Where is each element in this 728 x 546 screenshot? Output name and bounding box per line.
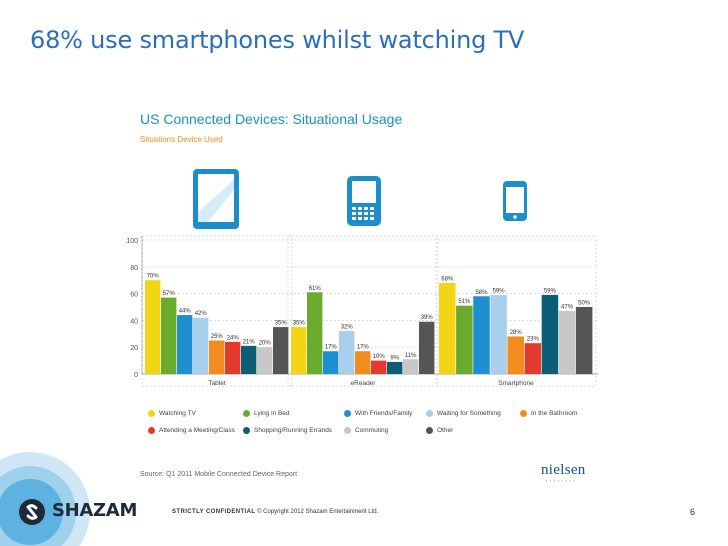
data-label: 28% (510, 330, 523, 336)
bar-smartphone-1 (439, 282, 456, 374)
data-label: 58% (475, 290, 488, 296)
ereader-icon (347, 176, 381, 226)
data-label: 57% (163, 291, 176, 297)
bar-tablet-7 (241, 345, 257, 374)
bar-smartphone-7 (541, 294, 559, 374)
data-label: 25% (211, 334, 224, 340)
bar-smartphone-5 (507, 336, 524, 374)
bar-ereader-2 (307, 292, 323, 374)
smartphone-icon (503, 181, 527, 221)
data-label: 20% (259, 341, 272, 347)
bar-ereader-4 (339, 331, 355, 374)
data-label: 35% (275, 321, 288, 327)
bar-tablet-3 (177, 315, 193, 374)
source-note: Source: Q1 2011 Mobile Connected Device … (140, 471, 298, 478)
data-label: 44% (179, 309, 192, 315)
data-label: 17% (325, 345, 338, 351)
y-tick-label: 20 (130, 345, 138, 352)
y-tick-label: 60 (130, 292, 138, 299)
data-label: 10% (373, 354, 386, 360)
category-frame (141, 235, 293, 387)
footer: STRICTLY CONFIDENTIAL © Copyright 2012 S… (172, 509, 378, 515)
bar-ereader-6 (371, 360, 387, 374)
data-label: 59% (493, 288, 506, 294)
brand-name: SHAZAM (52, 500, 138, 521)
nielsen-logo-dots: ▪▪▪▪▪▪▪▪ (546, 478, 578, 483)
bar-ereader-1 (291, 327, 307, 374)
category-label: eReader (351, 380, 377, 387)
data-label: 47% (561, 305, 574, 311)
data-label: 24% (227, 335, 240, 341)
data-label: 21% (243, 339, 256, 345)
bar-tablet-5 (209, 340, 225, 374)
slide-title: 68% use smartphones whilst watching TV (30, 26, 525, 54)
y-tick-label: 0 (134, 372, 138, 379)
data-label: 23% (527, 337, 540, 343)
data-label: 42% (195, 311, 208, 317)
y-tick-label: 80 (130, 265, 138, 272)
bar-tablet-6 (225, 341, 241, 374)
data-label: 11% (405, 353, 417, 359)
category-frame (287, 235, 439, 387)
confidential-label: STRICTLY CONFIDENTIAL (172, 509, 256, 515)
decorative-arcs (0, 452, 90, 546)
bar-ereader-8 (403, 359, 419, 374)
chart-title: US Connected Devices: Situational Usage (140, 111, 403, 127)
bar-smartphone-6 (524, 343, 542, 374)
y-tick-label: 100 (126, 238, 138, 245)
nielsen-logo: nielsen (541, 462, 586, 478)
bar-tablet-1 (145, 280, 161, 374)
data-label: 32% (341, 325, 354, 331)
shazam-logo-icon (19, 499, 45, 525)
data-label: 39% (421, 315, 434, 321)
bar-tablet-9 (273, 327, 289, 374)
bar-smartphone-8 (558, 311, 576, 374)
data-label: 51% (458, 299, 471, 305)
y-tick-label: 40 (130, 318, 138, 325)
bar-smartphone-4 (490, 294, 507, 374)
data-label: 61% (309, 286, 322, 292)
bar-tablet-8 (257, 347, 273, 374)
bar-ereader-3 (323, 351, 339, 374)
bar-ereader-7 (387, 361, 403, 374)
bar-smartphone-9 (575, 307, 593, 374)
category-frame (435, 235, 597, 387)
page-number: 6 (690, 507, 696, 517)
bar-ereader-9 (419, 321, 435, 374)
copyright-text: © Copyright 2012 Shazam Entertainment Lt… (257, 509, 379, 515)
data-label: 68% (441, 276, 454, 282)
bar-tablet-4 (193, 317, 209, 374)
data-label: 35% (293, 321, 306, 327)
tablet-icon (193, 169, 239, 229)
chart-subtitle: Situations Device Used (140, 135, 223, 144)
data-label: 50% (578, 301, 591, 307)
bar-tablet-2 (161, 297, 177, 374)
data-label: 17% (357, 345, 370, 351)
bar-smartphone-3 (473, 296, 490, 374)
data-label: 59% (544, 288, 557, 294)
data-label: 70% (147, 274, 160, 280)
category-label: Smartphone (498, 380, 534, 387)
bar-ereader-5 (355, 351, 371, 374)
data-label: 9% (390, 355, 399, 361)
bar-smartphone-2 (456, 305, 473, 374)
category-label: Tablet (208, 380, 226, 387)
